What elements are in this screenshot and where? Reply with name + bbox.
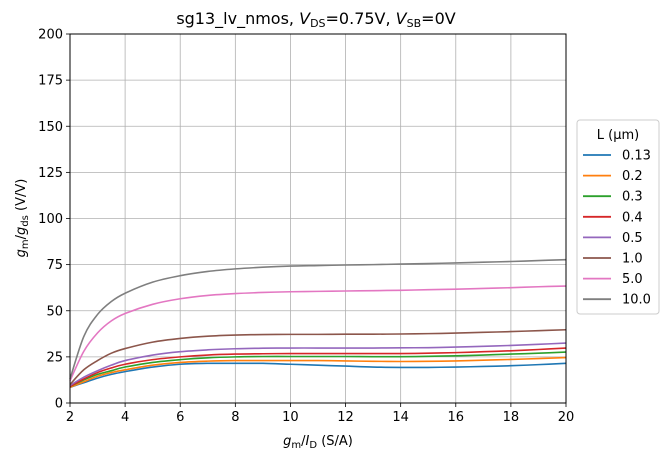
legend-label: 0.13: [622, 149, 651, 164]
y-tick-label: 150: [38, 120, 63, 135]
y-tick-label: 175: [38, 74, 63, 89]
series-line-5.0: [69, 285, 567, 382]
y-tick-label: 100: [38, 212, 63, 227]
x-tick-label: 20: [558, 410, 575, 425]
y-tick-label: 125: [38, 166, 63, 181]
legend: L (µm) 0.13 0.2 0.3 0.4 0.5 1.0 5.0 10.0: [576, 119, 660, 315]
x-tick-label: 2: [66, 410, 74, 425]
y-tick-label: 50: [46, 304, 63, 319]
legend-box: [576, 119, 660, 315]
series-line-0.3: [69, 351, 567, 388]
x-axis-label: gm/ID (S/A): [283, 434, 353, 451]
legend-label: 1.0: [622, 252, 643, 267]
legend-label: 0.4: [622, 210, 643, 225]
legend-label: 10.0: [622, 293, 651, 308]
legend-label: 0.2: [622, 169, 643, 184]
x-tick-label: 8: [231, 410, 239, 425]
series-line-0.13: [69, 362, 567, 389]
legend-title: L (µm): [597, 128, 639, 143]
legend-label: 0.3: [622, 190, 643, 205]
x-tick-label: 14: [392, 410, 409, 425]
series-lines: [69, 258, 567, 389]
series-line-0.5: [69, 342, 567, 387]
x-tick-label: 18: [503, 410, 520, 425]
x-tick-label: 16: [448, 410, 465, 425]
y-axis-label: gm/gds (V/V): [14, 179, 31, 258]
y-tick-label: 0: [55, 397, 63, 412]
legend-label: 5.0: [622, 272, 643, 287]
x-tick-label: 6: [176, 410, 184, 425]
series-line-0.2: [69, 356, 567, 389]
x-tick-label: 12: [337, 410, 354, 425]
chart-title: sg13_lv_nmos, VDS=0.75V, VSB=0V: [176, 9, 455, 30]
y-tick-label: 200: [38, 28, 63, 43]
y-tick-label: 75: [46, 258, 63, 273]
x-tick-label: 10: [282, 410, 299, 425]
legend-items: 0.13 0.2 0.3 0.4 0.5 1.0 5.0 10.0: [583, 149, 651, 308]
series-line-10.0: [69, 258, 567, 380]
y-tick-label: 25: [46, 350, 63, 365]
x-tick-label: 4: [121, 410, 129, 425]
series-line-0.4: [69, 347, 567, 388]
legend-label: 0.5: [622, 231, 643, 246]
series-line-1.0: [69, 328, 567, 386]
